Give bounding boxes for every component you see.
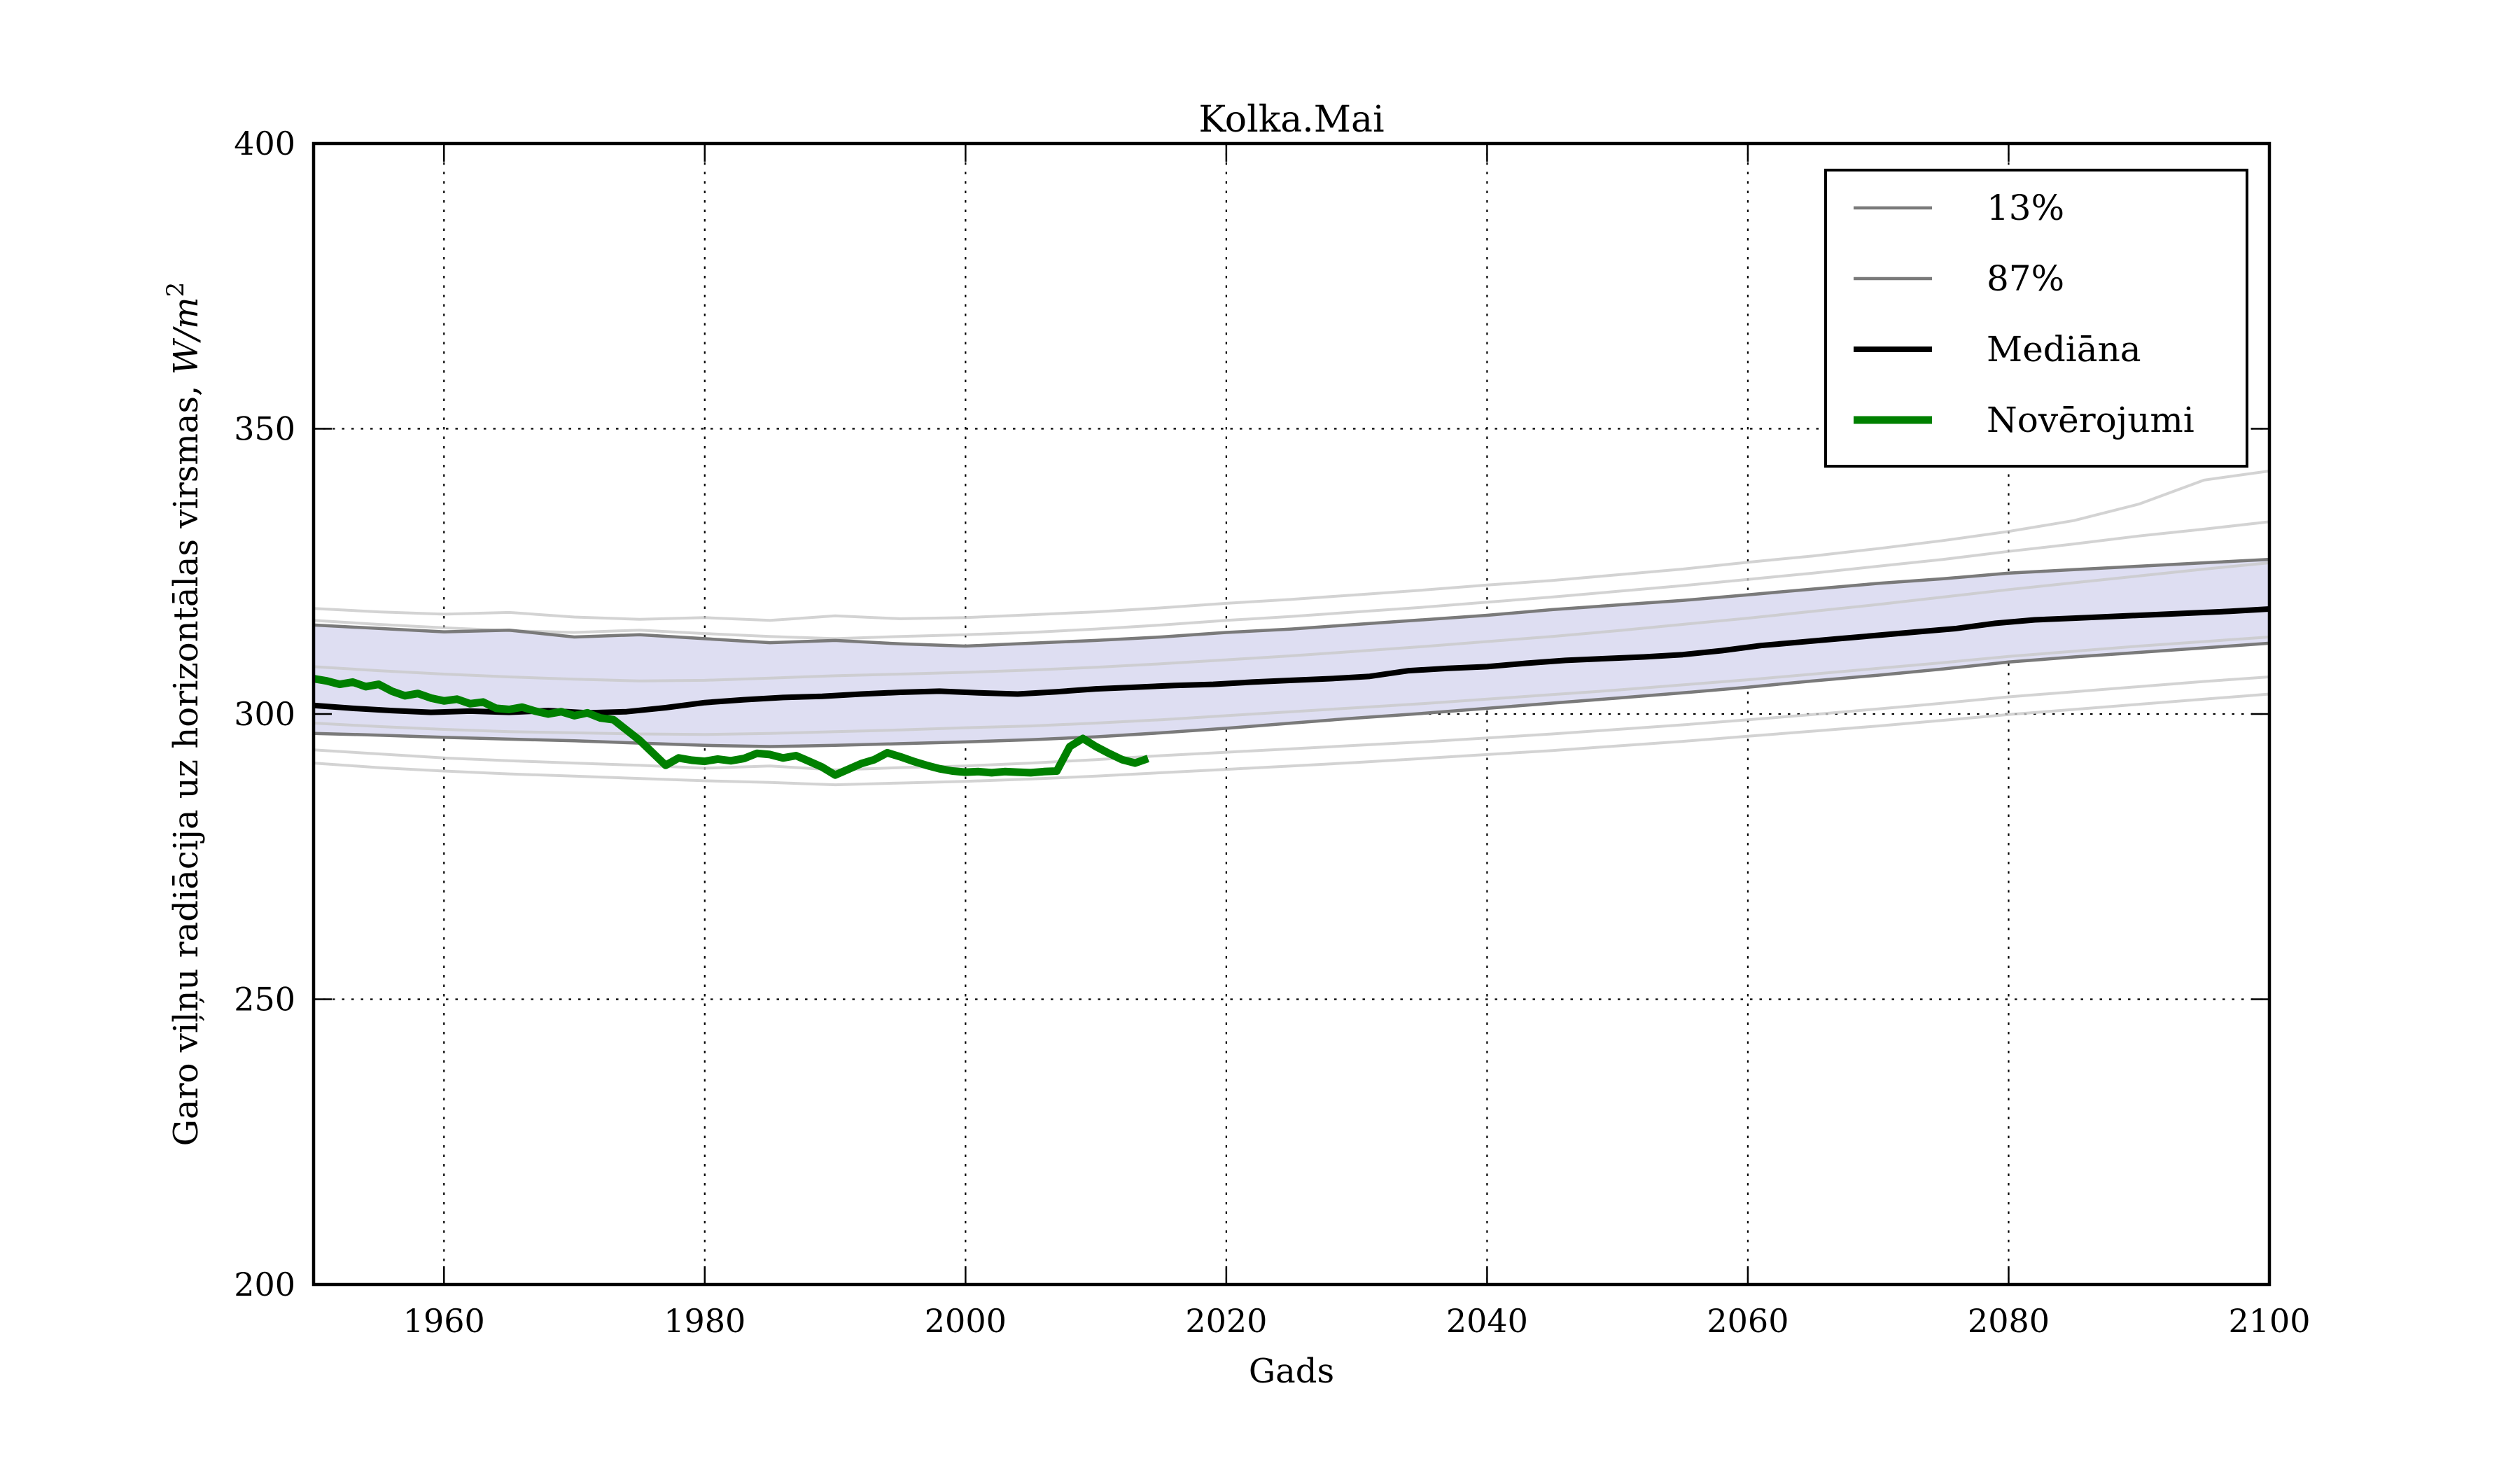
plot-area [314, 144, 2271, 1284]
ensemble-run-line-2 [314, 520, 2269, 640]
legend-item-mediana: Mediāna [1854, 329, 2141, 370]
legend-item-noverojumi: Novērojumi [1854, 400, 2194, 440]
ensemble-run-line-4 [314, 636, 2269, 736]
legend-label-mediana: Mediāna [1987, 329, 2141, 370]
y-tick-label-250: 250 [234, 981, 295, 1018]
x-tick-label-2060: 2060 [1707, 1302, 1788, 1340]
ensemble-run-line-3 [314, 561, 2269, 682]
tick-labels: 1960 1980 2000 2020 2040 2060 2080 2100 200 250 30… [234, 125, 2310, 1340]
ensemble-run-line-6 [314, 692, 2269, 787]
median-line [314, 606, 2269, 716]
legend-box: 13% 87% Mediāna Novērojumi [1824, 169, 2248, 468]
data-layers [314, 469, 2269, 787]
x-axis-label: Gads [1249, 1352, 1334, 1391]
observations-line [314, 675, 1149, 779]
y-tick-label-300: 300 [234, 695, 295, 733]
x-tick-label-2000: 2000 [925, 1302, 1007, 1340]
y-tick-label-350: 350 [234, 410, 295, 448]
x-tick-label-1980: 1980 [664, 1302, 746, 1340]
x-tick-label-1960: 1960 [403, 1302, 485, 1340]
percentile-87-line [314, 557, 2269, 648]
legend-label-13pct: 13% [1987, 188, 2064, 228]
ensemble-run-line-1 [314, 469, 2269, 622]
y-tick-label-200: 200 [234, 1266, 295, 1303]
y-axis-label-unit: W/m [167, 297, 206, 374]
percentile-band-fill [314, 559, 2269, 747]
y-tick-label-400: 400 [234, 125, 295, 162]
x-tick-label-2100: 2100 [2228, 1302, 2310, 1340]
y-axis-label: Garo viļņu radiācija uz horizontālas vir… [162, 282, 206, 1147]
legend-label-noverojumi: Novērojumi [1987, 400, 2194, 440]
ensemble-run-line-5 [314, 676, 2269, 771]
x-tick-label-2020: 2020 [1185, 1302, 1267, 1340]
legend-label-87pct: 87% [1987, 258, 2064, 299]
y-axis-label-unit-exponent: 2 [162, 282, 190, 298]
y-axis-label-text: Garo viļņu radiācija uz horizontālas vir… [167, 374, 206, 1146]
tick-marks [314, 142, 2271, 1286]
x-tick-label-2040: 2040 [1446, 1302, 1528, 1340]
legend-item-87pct: 87% [1854, 258, 2064, 299]
legend-item-13pct: 13% [1854, 188, 2064, 228]
x-tick-label-2080: 2080 [1968, 1302, 2050, 1340]
chart-title: Kolka.Mai [1198, 99, 1384, 141]
